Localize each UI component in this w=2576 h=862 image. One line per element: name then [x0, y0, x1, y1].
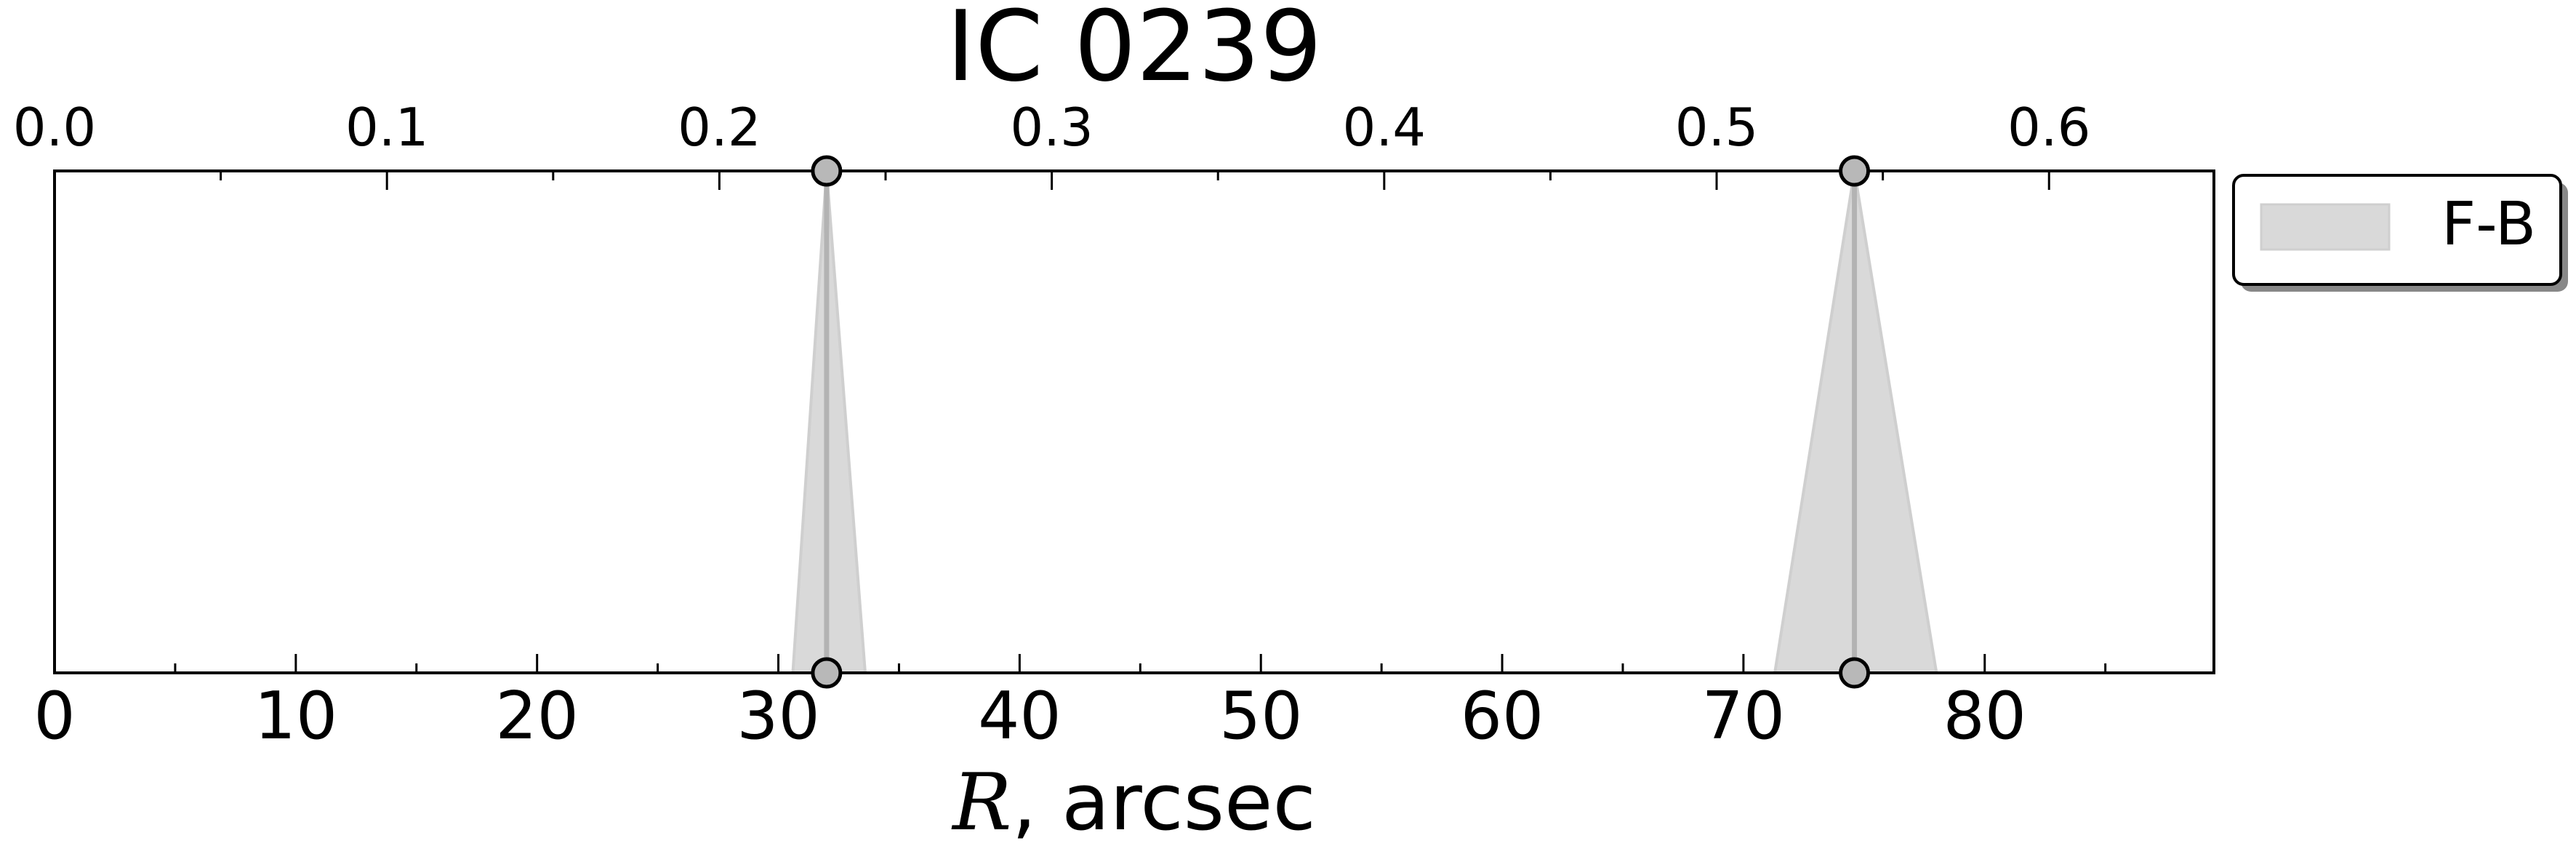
- x-tick-label: 30: [737, 678, 820, 754]
- chart-title: IC 0239: [947, 0, 1323, 103]
- x-axis-label: R, arcsec: [951, 757, 1316, 848]
- x-axis-ticks: 0 10 20 30 40 50 60 70 80: [33, 654, 2107, 754]
- legend-swatch: [2260, 203, 2391, 251]
- top-axis-ticks: 0.0 0.1 0.2 0.3 0.4 0.5 0.6: [13, 97, 2091, 190]
- x-tick-label: 0: [33, 678, 75, 754]
- x2-tick-label: 0.1: [345, 97, 429, 158]
- feature-marker-top-1: [1839, 155, 1871, 187]
- legend: F-B: [2232, 174, 2568, 292]
- x-tick-label: 60: [1461, 678, 1544, 754]
- plot-frame: [53, 169, 2215, 674]
- x2-tick-label: 0.0: [13, 97, 97, 158]
- x2-tick-label: 0.5: [1675, 97, 1759, 158]
- feature-marker-bottom-1: [1839, 657, 1871, 689]
- x-axis-label-unit: , arcsec: [1011, 757, 1315, 848]
- x-tick-label: 50: [1219, 678, 1303, 754]
- feature-marker-top-0: [811, 155, 843, 187]
- x-tick-label: 80: [1943, 678, 2026, 754]
- x-tick-label: 70: [1702, 678, 1786, 754]
- x-tick-label: 40: [978, 678, 1062, 754]
- x2-tick-label: 0.3: [1010, 97, 1094, 158]
- feature-marker-bottom-0: [811, 657, 843, 689]
- legend-label: F-B: [2441, 190, 2536, 259]
- x-tick-label: 20: [495, 678, 579, 754]
- feature-layer: [791, 169, 1938, 674]
- x2-tick-label: 0.2: [678, 97, 761, 158]
- x2-tick-label: 0.4: [1343, 97, 1427, 158]
- legend-box: [2232, 174, 2562, 286]
- x-tick-label: 10: [254, 678, 338, 754]
- x2-tick-label: 0.6: [2007, 97, 2091, 158]
- x-axis-label-symbol: R: [951, 757, 1011, 848]
- marker-layer: [811, 155, 1871, 689]
